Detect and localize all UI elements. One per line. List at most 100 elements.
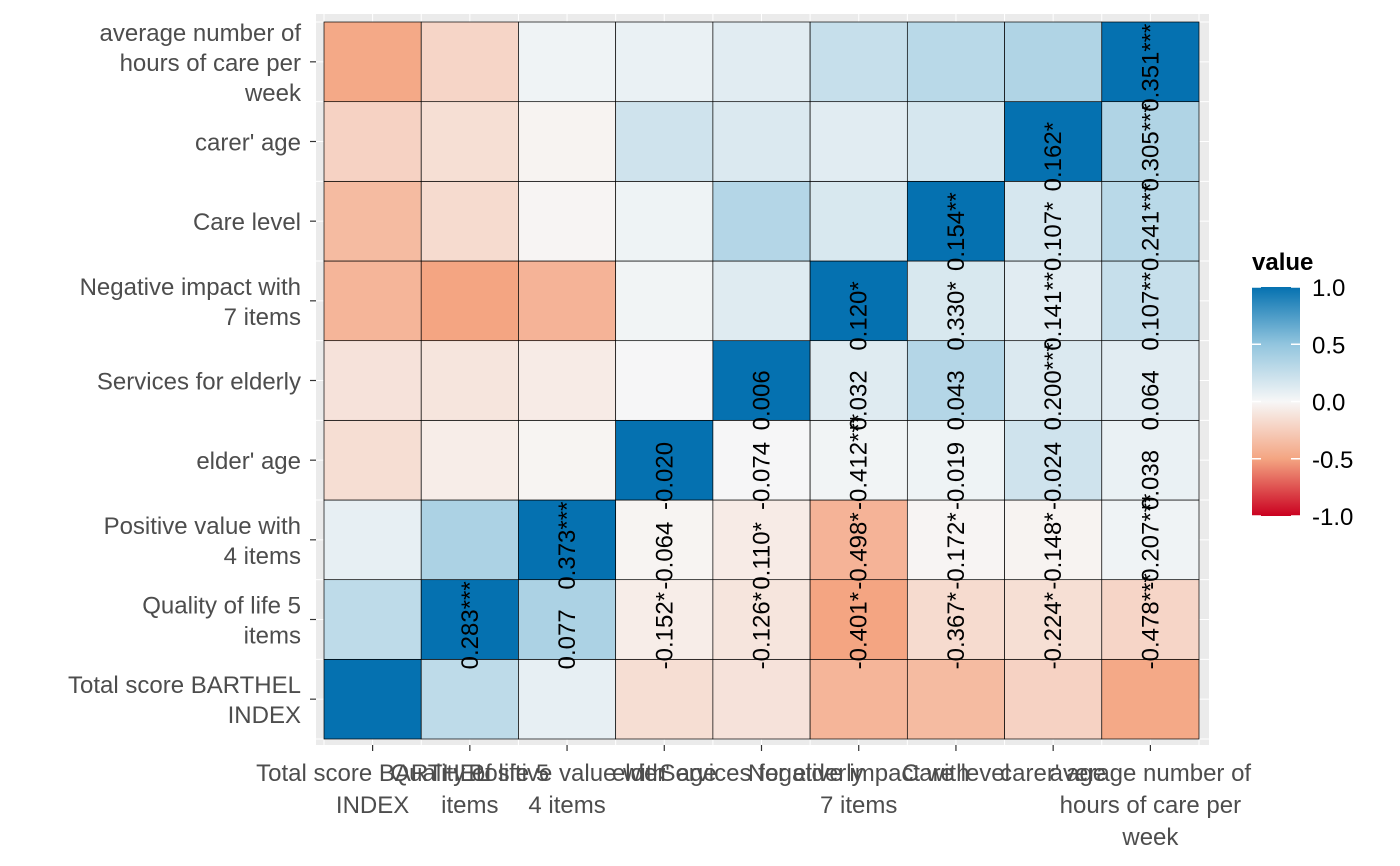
heatmap-cell [712, 101, 811, 182]
cell-value-label: 0.241*** [1137, 183, 1164, 271]
heatmap-cell [518, 180, 617, 262]
heatmap-cell [809, 658, 908, 740]
x-axis-label: 7 items [820, 792, 897, 819]
heatmap-cells [323, 21, 1200, 740]
heatmap-cell [518, 340, 617, 421]
heatmap-cell [420, 101, 519, 182]
cell-value-label: 0.107* [1040, 202, 1067, 271]
heatmap-cell [712, 260, 811, 342]
x-axis-label: Total score BARTHEL [256, 760, 489, 787]
heatmap-cell [906, 419, 1005, 501]
x-axis-label: week [1121, 824, 1179, 851]
heatmap-cell [420, 180, 519, 262]
y-axis-label: Total score BARTHEL [68, 672, 301, 699]
x-axis: Total score BARTHEL INDEX Quality of life … [256, 745, 1251, 851]
heatmap-cell [323, 658, 422, 740]
cell-value-label: 0.283*** [457, 581, 484, 669]
y-axis-label: week [244, 80, 302, 107]
cell-value-label: -0.478*** [1137, 573, 1164, 669]
heatmap-cell [1101, 101, 1200, 182]
x-axis-label: average number of [1050, 760, 1252, 787]
cell-value-label: 0.330* [943, 281, 970, 350]
heatmap-cell [615, 101, 714, 182]
heatmap-cell [615, 21, 714, 103]
heatmap-cell [1101, 419, 1200, 501]
heatmap-cell [1101, 658, 1200, 740]
heatmap-cell [906, 658, 1005, 740]
heatmap-cell [1101, 21, 1200, 103]
heatmap-cell [323, 340, 422, 421]
heatmap-cell [906, 101, 1005, 182]
heatmap-cell [615, 579, 714, 660]
y-axis-label: elder' age [196, 448, 301, 475]
heatmap-cell [712, 180, 811, 262]
heatmap-cell [809, 419, 908, 501]
cell-value-label: 0.064 [1137, 370, 1164, 430]
heatmap-cell [906, 260, 1005, 342]
heatmap-cell [420, 340, 519, 421]
cell-value-label: 0.373*** [554, 502, 581, 590]
heatmap-cell [615, 419, 714, 501]
heatmap-cell [712, 658, 811, 740]
y-axis-label: 4 items [224, 543, 301, 570]
legend-title: value [1252, 249, 1313, 276]
y-axis-label: INDEX [228, 702, 301, 729]
x-axis-label: hours of care per [1060, 792, 1241, 819]
cell-value-label: -0.401* [846, 592, 873, 669]
y-axis-label: Quality of life 5 [142, 593, 301, 620]
heatmap-cell [1004, 260, 1103, 342]
cell-value-label: 0.120* [846, 281, 873, 350]
cell-value-label: -0.024 [1040, 442, 1067, 510]
heatmap-cell [420, 419, 519, 501]
cell-value-label: 0.077 [554, 609, 581, 669]
x-axis-label: Quality of life 5 [390, 760, 549, 787]
cell-value-label: -0.224* [1040, 592, 1067, 669]
heatmap-cell [1004, 180, 1103, 262]
cell-value-label: -0.020 [651, 442, 678, 510]
heatmap-cell [809, 180, 908, 262]
heatmap-cell [518, 579, 617, 660]
y-axis-label: Services for elderly [97, 369, 301, 396]
legend-tick-label: 0.5 [1312, 332, 1345, 359]
cell-value-label: 0.305*** [1137, 103, 1164, 191]
cell-value-label: 0.038 [1137, 450, 1164, 510]
legend-tick-label: -0.5 [1312, 447, 1353, 474]
heatmap-cell [809, 579, 908, 660]
heatmap-cell [420, 579, 519, 660]
legend-tick-label: 0.0 [1312, 390, 1345, 417]
heatmap-cell [1004, 499, 1103, 581]
heatmap-cell [615, 340, 714, 421]
cell-value-label: -0.074 [749, 442, 776, 510]
y-axis: Total score BARTHEL INDEX Quality of life … [68, 20, 316, 729]
heatmap-cell [323, 579, 422, 660]
x-axis-label: Negative impact with [748, 760, 969, 787]
y-axis-label: 7 items [224, 304, 301, 331]
legend-ticks: 1.0 0.5 0.0 -0.5 -1.0 [1252, 275, 1353, 531]
heatmap-cell [323, 21, 422, 103]
cell-value-label: -0.148* [1040, 512, 1067, 589]
heatmap-cell [1004, 21, 1103, 103]
x-axis-label: INDEX [336, 792, 409, 819]
cell-value-label: 0.141** [1040, 272, 1067, 351]
heatmap-cell [518, 419, 617, 501]
cell-value-label: 0.043 [943, 370, 970, 430]
cell-value-label: -0.207*** [1137, 494, 1164, 590]
heatmap-cell [323, 419, 422, 501]
y-axis-label: hours of care per [120, 50, 301, 77]
heatmap-cell [323, 180, 422, 262]
heatmap-cell [420, 260, 519, 342]
heatmap-cell [615, 260, 714, 342]
heatmap-cell [1101, 260, 1200, 342]
x-axis-label: carer' age [1000, 760, 1106, 787]
cell-value-labels: 0.283*** 0.077 -0.152* -0.126* -0.401* -0.367… [457, 24, 1165, 670]
cell-value-label: 0.154** [943, 192, 970, 271]
x-axis-label: elder' age [612, 760, 717, 787]
cell-value-label: -0.152* [651, 592, 678, 669]
heatmap-cell [906, 21, 1005, 103]
y-axis-label: Care level [193, 209, 301, 236]
heatmap-cell [809, 21, 908, 103]
cell-value-label: 0.006 [749, 370, 776, 430]
heatmap-cell [1004, 101, 1103, 182]
y-axis-label: average number of [100, 20, 302, 47]
